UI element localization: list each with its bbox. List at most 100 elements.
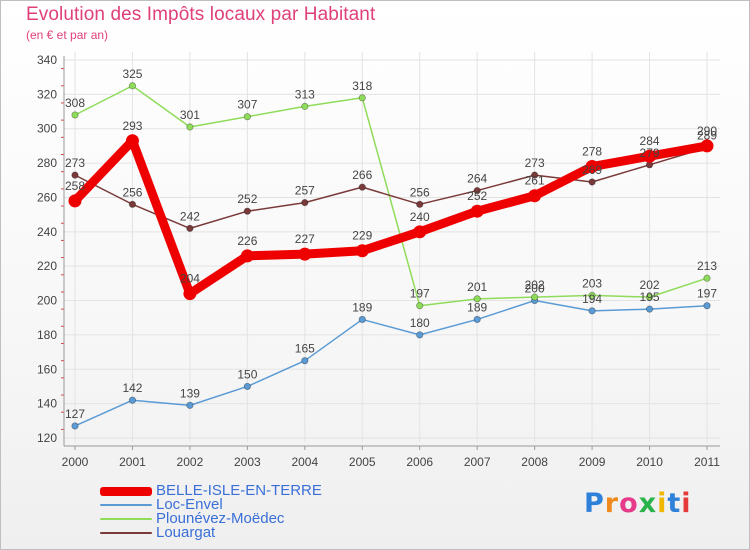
data-point [531, 171, 539, 179]
data-point [243, 207, 251, 215]
logo-letter: x [638, 488, 658, 519]
data-label: 213 [697, 259, 717, 273]
y-tick-label: 160 [37, 362, 57, 376]
data-label: 142 [122, 381, 142, 395]
x-tick-label: 2001 [119, 455, 146, 469]
logo-letter: r [604, 488, 620, 519]
data-label: 273 [525, 156, 545, 170]
data-label: 189 [467, 300, 487, 314]
data-label: 284 [640, 134, 660, 148]
data-point [588, 178, 596, 186]
data-label: 261 [525, 174, 545, 188]
y-tick-label: 240 [37, 225, 57, 239]
data-point [531, 293, 539, 301]
y-tick-label: 280 [37, 156, 57, 170]
data-label: 278 [582, 145, 602, 159]
data-point [68, 194, 82, 208]
data-point [645, 293, 654, 301]
data-point [186, 401, 194, 409]
data-label: 258 [65, 179, 85, 193]
data-label: 301 [180, 108, 200, 122]
data-label: 279 [640, 146, 660, 160]
logo-letter: i [681, 488, 692, 519]
legend-label: Louargat [156, 524, 216, 541]
x-tick-label: 2010 [636, 455, 663, 469]
data-point [355, 244, 369, 258]
series-line-ploun-vez-mo-dec [74, 85, 708, 307]
data-point [128, 200, 137, 208]
data-point [301, 199, 309, 207]
data-point [473, 295, 481, 303]
data-label: 194 [582, 292, 602, 306]
data-label: 139 [180, 386, 200, 400]
data-point [416, 200, 424, 208]
data-point [358, 183, 366, 191]
data-label: 200 [525, 282, 545, 296]
legend-swatch [100, 504, 152, 506]
data-label: 242 [180, 209, 200, 223]
data-label: 256 [410, 185, 430, 199]
data-point [301, 102, 309, 110]
data-label: 204 [180, 272, 200, 286]
data-point [71, 171, 79, 179]
data-label: 252 [237, 192, 257, 206]
y-tick-label: 320 [37, 87, 57, 101]
y-tick-label: 220 [37, 259, 57, 273]
legend-label: Loc-Envel [156, 496, 223, 513]
data-point [128, 82, 137, 90]
data-label: 256 [122, 185, 142, 199]
data-point [700, 139, 714, 153]
data-point [416, 331, 424, 339]
data-point [243, 113, 251, 121]
data-label: 195 [640, 290, 660, 304]
y-tick-label: 200 [37, 294, 57, 308]
data-label: 273 [65, 156, 85, 170]
data-point [186, 224, 194, 232]
data-label: 257 [295, 184, 315, 198]
data-label: 202 [640, 278, 660, 292]
data-point [301, 357, 309, 365]
data-label: 307 [237, 98, 257, 112]
data-point [413, 225, 427, 239]
y-tick-label: 140 [37, 397, 57, 411]
legend-swatch [100, 486, 152, 496]
logo-letter: P [584, 488, 605, 519]
data-label: 289 [697, 129, 717, 143]
x-tick-label: 2011 [694, 455, 720, 469]
data-label: 201 [467, 280, 487, 294]
data-label: 269 [582, 163, 602, 177]
data-point [358, 94, 366, 102]
data-label: 252 [467, 189, 487, 203]
legend-label: BELLE-ISLE-EN-TERRE [156, 482, 322, 499]
y-tick-label: 300 [37, 122, 57, 136]
x-tick-label: 2000 [62, 455, 89, 469]
data-point [528, 189, 542, 203]
y-tick-label: 120 [37, 431, 57, 445]
x-tick-label: 2004 [291, 455, 318, 469]
series-line-belle-isle-en-terre [70, 136, 712, 299]
data-point [186, 123, 194, 131]
data-point [645, 305, 654, 313]
chart-subtitle: (en € et par an) [26, 28, 109, 42]
logo-letter: i [657, 488, 668, 519]
data-label: 266 [352, 168, 372, 182]
data-point [240, 249, 254, 263]
data-point [588, 291, 596, 299]
legend-label: Plounévez-Moëdec [156, 510, 285, 527]
x-tick-label: 2002 [177, 455, 204, 469]
legend-swatch [100, 518, 152, 520]
data-label: 180 [410, 316, 430, 330]
data-point [588, 307, 596, 315]
y-tick-label: 340 [37, 53, 57, 67]
data-label: 290 [697, 124, 717, 138]
data-label: 313 [295, 87, 315, 101]
data-label: 308 [65, 96, 85, 110]
y-tick-label: 260 [37, 190, 57, 204]
data-label: 203 [582, 276, 602, 290]
data-label: 318 [352, 79, 372, 93]
series-line-loc-envel [74, 299, 708, 427]
x-tick-label: 2003 [234, 455, 261, 469]
proxiti-logo: Proxiti [584, 488, 692, 519]
data-point [183, 287, 197, 301]
